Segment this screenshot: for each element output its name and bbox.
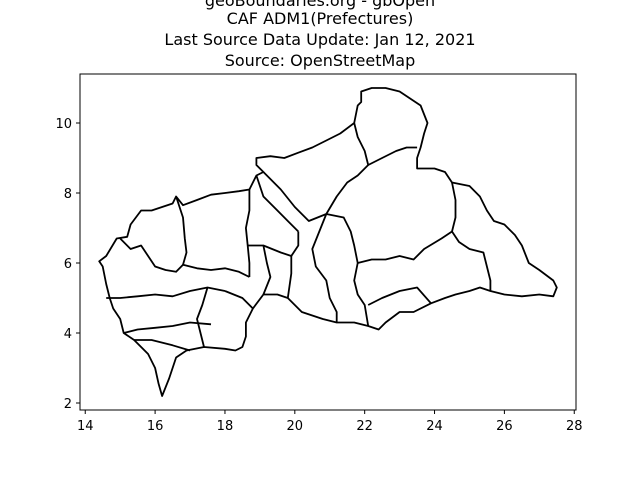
prefecture-boundaries: [98, 87, 558, 397]
prefecture-boundary-3: [134, 339, 191, 352]
title-line-update-date: Last Source Data Update: Jan 12, 2021: [164, 30, 476, 49]
prefecture-boundary-19: [451, 231, 492, 291]
title-line-source: Source: OpenStreetMap: [224, 51, 416, 70]
prefecture-boundary-1: [106, 286, 226, 299]
prefecture-boundary-8: [175, 196, 188, 266]
prefecture-boundary-16: [326, 213, 370, 327]
x-tick-label: 22: [356, 419, 373, 434]
x-tick-label: 18: [217, 419, 234, 434]
prefecture-boundary-6: [119, 237, 184, 273]
prefecture-boundary-7: [182, 263, 250, 278]
prefecture-boundary-21: [367, 286, 432, 306]
prefecture-boundary-20: [451, 182, 457, 232]
y-tick-label: 4: [64, 327, 72, 342]
prefecture-boundary-14: [262, 122, 370, 222]
title-line-source-site: geoBoundaries.org - gbOpen: [204, 0, 436, 10]
x-tick-label: 24: [426, 419, 443, 434]
prefecture-boundary-4: [196, 287, 209, 348]
prefecture-boundary-5: [224, 290, 254, 310]
prefecture-boundary-15: [367, 146, 418, 166]
y-tick-label: 6: [64, 257, 72, 272]
y-axis: 2 4 6 8 10: [55, 117, 80, 412]
title-line-dataset: CAF ADM1(Prefectures): [226, 9, 414, 28]
y-tick-label: 2: [64, 397, 72, 412]
x-tick-label: 14: [77, 419, 94, 434]
x-tick-label: 26: [496, 419, 513, 434]
prefecture-boundary-17: [311, 213, 338, 323]
prefecture-boundary-9: [245, 189, 251, 277]
x-tick-label: 20: [287, 419, 304, 434]
plot-frame: [79, 73, 577, 411]
x-tick-label: 16: [147, 419, 164, 434]
prefecture-boundary-11: [247, 231, 300, 257]
x-tick-label: 28: [566, 419, 583, 434]
country-outline: [98, 87, 558, 397]
y-tick-label: 10: [55, 117, 72, 132]
prefecture-boundary-2: [123, 321, 212, 334]
y-tick-label: 8: [64, 187, 72, 202]
x-axis: 14 16 18 20 22 24 26 28: [77, 410, 583, 434]
prefecture-boundary-10: [255, 175, 299, 233]
prefecture-boundary-12: [262, 245, 272, 295]
prefecture-boundary-13: [286, 256, 293, 299]
prefecture-boundary-18: [357, 230, 453, 264]
